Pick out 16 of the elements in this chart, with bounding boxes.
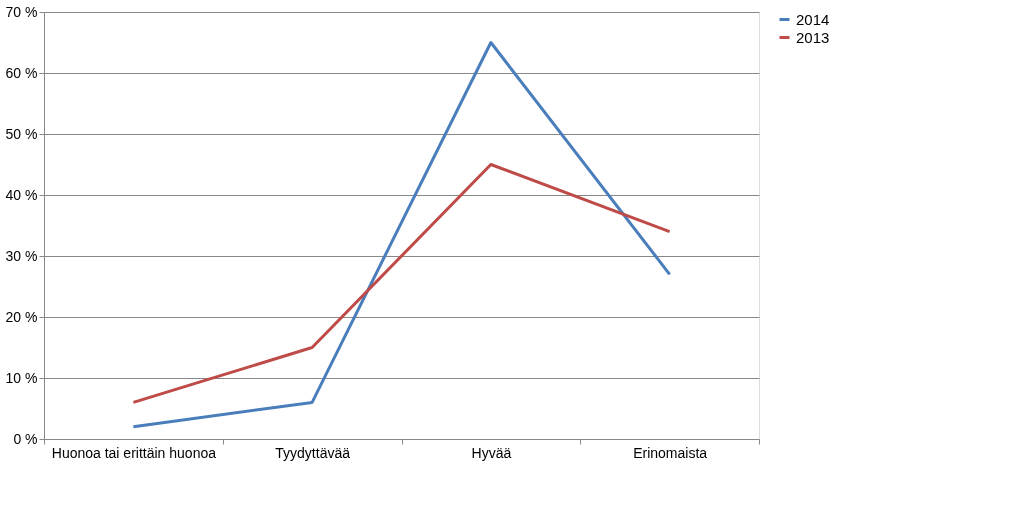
x-tick-label: Tyydyttävää [275, 444, 351, 461]
y-tick-label: 70 % [5, 3, 38, 20]
x-tick-label: Huonoa tai erittäin huonoa [51, 444, 217, 461]
y-tick-label: 60 % [5, 64, 38, 81]
y-tick-label: 30 % [5, 247, 38, 264]
y-tick-label: 20 % [5, 308, 38, 325]
x-tick-label: Hyvää [471, 444, 512, 461]
line-series [131, 41, 672, 429]
y-tick-label: 10 % [5, 369, 38, 386]
y-tick-label: 50 % [5, 125, 38, 142]
legend-label: 2013 [796, 28, 830, 46]
legend-label: 2014 [796, 10, 830, 28]
y-tick-label: 0 % [13, 430, 38, 447]
y-tick-label: 40 % [5, 186, 38, 203]
line-series [131, 163, 672, 404]
x-tick-label: Erinomaista [633, 444, 708, 461]
